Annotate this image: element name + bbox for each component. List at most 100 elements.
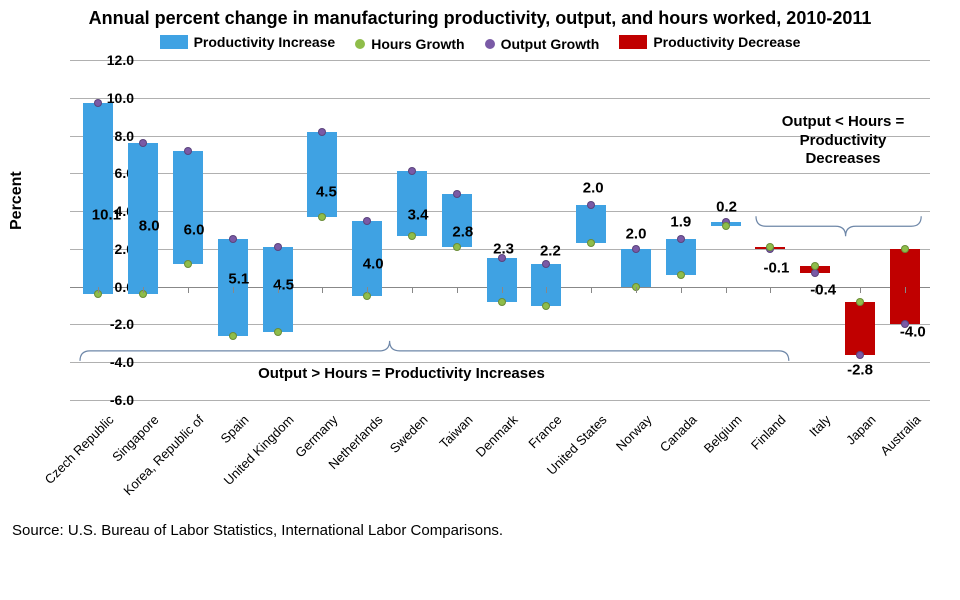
- productivity-label: 2.0: [583, 180, 604, 197]
- xtick: [188, 287, 189, 293]
- y-axis-label: Percent: [8, 171, 26, 230]
- plot-area: 12.010.08.06.04.02.00.0-2.0-4.0-6.010.1C…: [70, 60, 930, 440]
- productivity-label: 8.0: [139, 218, 160, 235]
- productivity-label: 2.0: [626, 225, 647, 242]
- xtick: [322, 287, 323, 293]
- output-dot: [811, 269, 819, 277]
- legend-item: Hours Growth: [355, 36, 464, 52]
- hours-dot: [766, 243, 774, 251]
- xtick: [681, 287, 682, 293]
- legend-label: Productivity Increase: [194, 34, 336, 50]
- xtick: [98, 287, 99, 293]
- xtick: [143, 287, 144, 293]
- productivity-label: 6.0: [184, 222, 205, 239]
- annotation-decrease-line: Output < Hours =: [748, 113, 938, 132]
- bar-10: [531, 264, 561, 306]
- output-dot: [184, 147, 192, 155]
- legend: Productivity Increase Hours Growth Output …: [0, 34, 960, 52]
- legend-label: Productivity Decrease: [653, 34, 800, 50]
- ytick-label: -4.0: [94, 354, 134, 370]
- xtick: [546, 287, 547, 293]
- xtick: [457, 287, 458, 293]
- output-dot: [408, 167, 416, 175]
- xtick: [591, 287, 592, 293]
- hours-dot: [811, 262, 819, 270]
- productivity-label: 4.0: [363, 256, 384, 273]
- output-dot: [677, 235, 685, 243]
- legend-item: Productivity Increase: [160, 34, 336, 50]
- productivity-label: 1.9: [670, 214, 691, 231]
- gridline: [70, 324, 930, 325]
- output-dot: [318, 128, 326, 136]
- gridline: [70, 400, 930, 401]
- productivity-label: 3.4: [408, 206, 429, 223]
- productivity-label: -0.4: [810, 282, 836, 299]
- ytick-label: -2.0: [94, 316, 134, 332]
- productivity-label: 2.3: [493, 240, 514, 257]
- hours-dot: [587, 239, 595, 247]
- productivity-label: 2.8: [452, 223, 473, 240]
- productivity-label: 2.2: [540, 242, 561, 259]
- bar-13: [666, 239, 696, 275]
- legend-dot-icon: [485, 39, 495, 49]
- hours-dot: [229, 332, 237, 340]
- output-dot: [453, 190, 461, 198]
- output-dot: [542, 260, 550, 268]
- productivity-label: -0.1: [763, 259, 789, 276]
- hours-dot: [453, 243, 461, 251]
- bar-5: [307, 132, 337, 217]
- annotation-decrease-line: Productivity: [748, 132, 938, 151]
- source-text: Source: U.S. Bureau of Labor Statistics,…: [12, 522, 503, 539]
- productivity-label: 0.2: [716, 199, 737, 216]
- bar-2: [173, 151, 203, 264]
- bar-9: [487, 258, 517, 301]
- hours-dot: [408, 232, 416, 240]
- annotation-decrease-line: Decreases: [748, 150, 938, 169]
- xtick: [860, 287, 861, 293]
- xtick: [412, 287, 413, 293]
- productivity-label: -4.0: [900, 324, 926, 341]
- chart-title: Annual percent change in manufacturing p…: [0, 8, 960, 29]
- hours-dot: [318, 213, 326, 221]
- hours-dot: [498, 298, 506, 306]
- legend-label: Output Growth: [501, 36, 600, 52]
- bar-11: [576, 205, 606, 243]
- xtick: [770, 287, 771, 293]
- xtick: [726, 287, 727, 293]
- productivity-label: 4.5: [316, 184, 337, 201]
- output-dot: [632, 245, 640, 253]
- productivity-label: 10.1: [92, 206, 121, 223]
- bar-12: [621, 249, 651, 287]
- legend-label: Hours Growth: [371, 36, 464, 52]
- output-dot: [139, 139, 147, 147]
- hours-dot: [722, 222, 730, 230]
- ytick-label: -6.0: [94, 392, 134, 408]
- gridline: [70, 98, 930, 99]
- hours-dot: [856, 298, 864, 306]
- output-dot: [94, 99, 102, 107]
- legend-item: Output Growth: [485, 36, 600, 52]
- xtick: [233, 287, 234, 293]
- annotation-increase: Output > Hours = Productivity Increases: [201, 365, 601, 384]
- output-dot: [229, 235, 237, 243]
- productivity-label: 5.1: [228, 271, 249, 288]
- legend-dot-icon: [355, 39, 365, 49]
- gridline: [70, 362, 930, 363]
- ytick-label: 12.0: [94, 52, 134, 68]
- legend-item: Productivity Decrease: [619, 34, 800, 50]
- output-dot: [587, 201, 595, 209]
- hours-dot: [677, 271, 685, 279]
- xtick: [905, 287, 906, 293]
- gridline: [70, 60, 930, 61]
- bar-7: [397, 171, 427, 235]
- productivity-label: -2.8: [847, 361, 873, 378]
- output-dot: [363, 217, 371, 225]
- annotation-decrease: Output < Hours =ProductivityDecreases: [748, 113, 938, 169]
- xtick: [367, 287, 368, 293]
- xtick: [636, 287, 637, 293]
- productivity-label: 4.5: [273, 276, 294, 293]
- output-dot: [856, 351, 864, 359]
- xtick: [815, 287, 816, 293]
- bar-0: [83, 103, 113, 294]
- xtick: [502, 287, 503, 293]
